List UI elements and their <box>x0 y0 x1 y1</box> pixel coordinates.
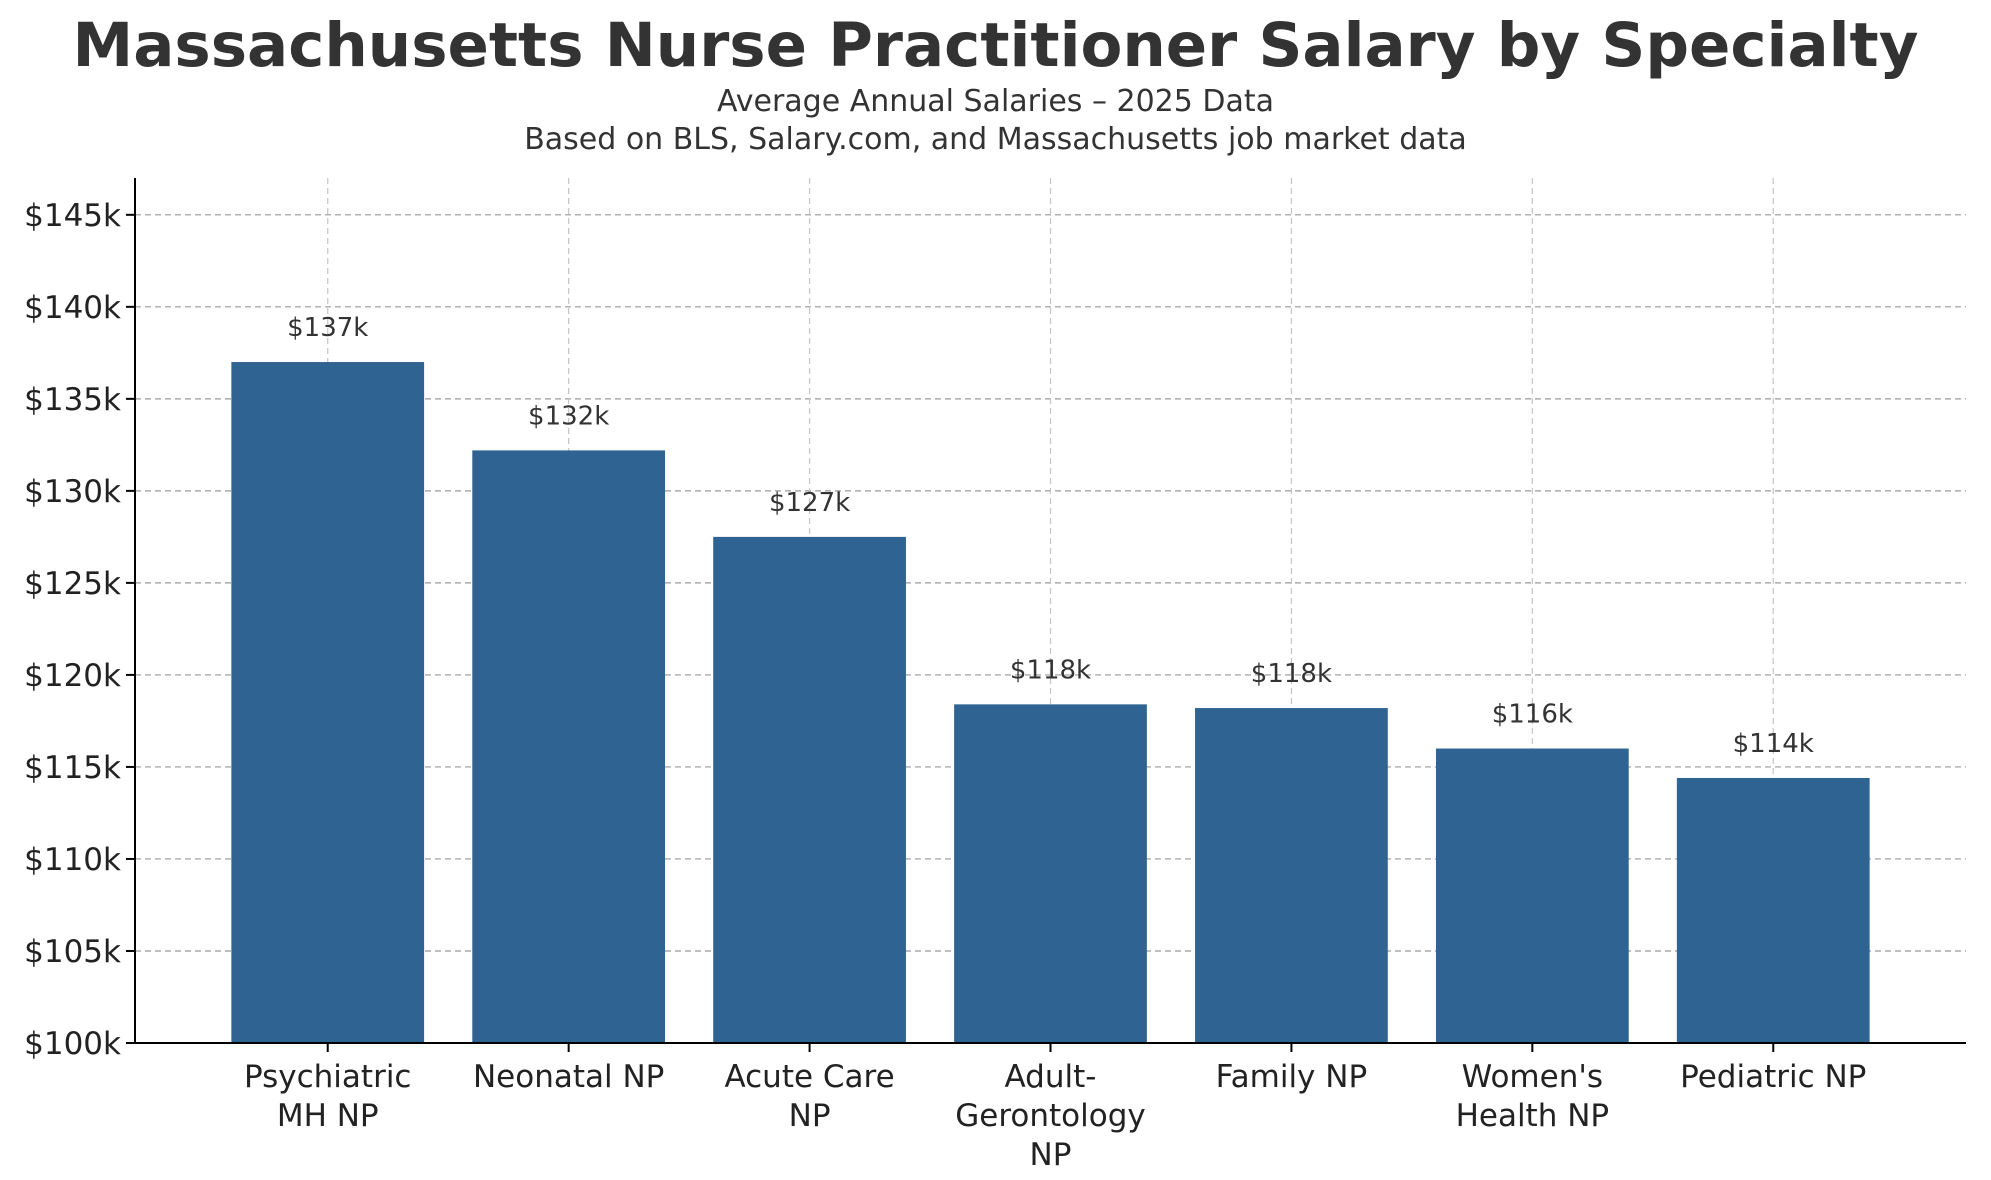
x-tick-label-line: Adult- <box>1005 1059 1097 1095</box>
x-tick-label: Adult-Gerontology NP <box>955 1059 1146 1173</box>
bar <box>713 536 906 1043</box>
x-tick-label-line: Psychiatric <box>244 1059 412 1095</box>
x-tick-label: Women's Health NP <box>1456 1059 1610 1134</box>
bar-layer <box>231 362 1870 1044</box>
chart-subtitle-line-1: Average Annual Salaries – 2025 Data <box>716 84 1275 119</box>
bar-value-label: $118k <box>1251 659 1332 689</box>
y-tick-label: $110k <box>24 842 121 878</box>
y-tick-label: $135k <box>24 382 121 418</box>
y-tick-label: $140k <box>24 290 121 326</box>
x-tick-label-line: NP <box>789 1098 831 1134</box>
x-tick-label-line: Women's <box>1462 1059 1603 1095</box>
x-tick-label-line: Health NP <box>1456 1098 1610 1134</box>
x-tick-label: Family NP <box>1216 1059 1368 1095</box>
chart-title: Massachusetts Nurse Practitioner Salary … <box>72 10 1919 81</box>
bar-value-label: $132k <box>528 401 609 431</box>
axis-layer <box>126 178 1966 1052</box>
y-tick-label: $100k <box>24 1026 121 1062</box>
x-tick-label: Psychiatric MH NP <box>244 1059 412 1134</box>
x-tick-label-line: Neonatal NP <box>473 1059 664 1095</box>
chart-subtitle-line-2: Based on BLS, Salary.com, and Massachuse… <box>524 122 1467 157</box>
label-layer: $137k $132k $127k $118k $118k $116k $114k $100k… <box>24 198 1866 1173</box>
x-tick-label-line: Pediatric NP <box>1680 1059 1866 1095</box>
bar <box>231 362 425 1043</box>
x-tick-label-line: MH NP <box>277 1098 379 1134</box>
y-tick-label: $120k <box>24 658 121 694</box>
x-tick-label: Neonatal NP <box>473 1059 664 1095</box>
x-tick-label-line: NP <box>1030 1137 1072 1173</box>
x-tick-label: Pediatric NP <box>1680 1059 1866 1095</box>
x-tick-label-line: Family NP <box>1216 1059 1368 1095</box>
x-tick-label-line: Gerontology <box>955 1098 1146 1134</box>
bar <box>1435 748 1629 1043</box>
y-tick-label: $105k <box>24 934 121 970</box>
y-tick-label: $115k <box>24 750 121 786</box>
bar-value-label: $137k <box>287 313 368 343</box>
x-tick-label-line: Acute Care <box>724 1059 894 1095</box>
bar-value-label: $118k <box>1010 655 1091 685</box>
bar <box>472 450 666 1044</box>
bar-value-label: $127k <box>769 488 850 518</box>
bar <box>954 704 1147 1043</box>
y-tick-label: $125k <box>24 566 121 602</box>
bar <box>1195 708 1388 1043</box>
y-tick-label: $130k <box>24 474 121 510</box>
x-tick-label: Acute Care NP <box>724 1059 894 1134</box>
bar <box>1676 777 1870 1043</box>
bar-value-label: $114k <box>1733 729 1814 759</box>
bar-value-label: $116k <box>1492 700 1573 730</box>
y-tick-label: $145k <box>24 198 121 234</box>
